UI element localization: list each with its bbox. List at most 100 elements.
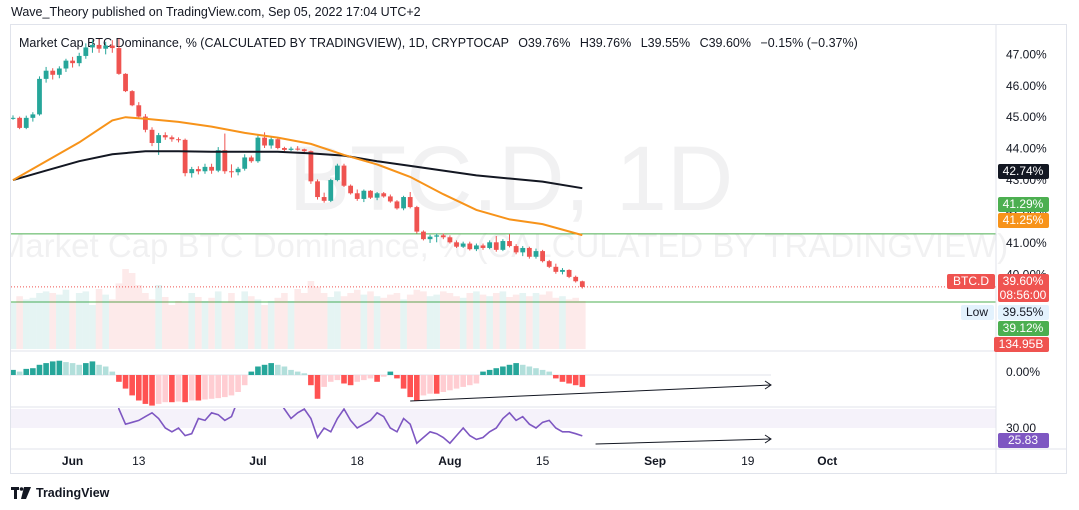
volume-bar-75 xyxy=(506,297,513,349)
ohlc-close: C39.60% xyxy=(700,36,751,50)
histogram-bar-68 xyxy=(460,375,466,387)
histogram-bar-79 xyxy=(533,368,539,375)
candle-32 xyxy=(222,150,228,172)
histogram-bar-7 xyxy=(56,360,63,375)
histogram-bar-15 xyxy=(109,371,116,375)
candle-50 xyxy=(341,165,347,186)
candle-10 xyxy=(76,55,82,64)
ohlc-open: O39.76% xyxy=(518,36,570,50)
volume-bar-21 xyxy=(148,299,156,349)
volume-bar-65 xyxy=(440,291,447,349)
candle-70 xyxy=(474,245,479,250)
candle-22 xyxy=(156,135,162,143)
candle-34 xyxy=(235,168,241,173)
tradingview-footer[interactable]: TradingView xyxy=(11,486,109,500)
candle-27 xyxy=(189,169,195,174)
histogram-bar-56 xyxy=(380,375,387,377)
volume-bar-86 xyxy=(579,301,586,349)
volume-bar-38 xyxy=(261,305,268,349)
volume-bar-73 xyxy=(492,293,500,349)
histogram-bar-13 xyxy=(96,364,102,375)
volume-bar-34 xyxy=(234,301,242,349)
volume-bar-0 xyxy=(9,302,17,349)
lower-line-tag-text: 39.12% xyxy=(1003,321,1044,335)
volume-bar-23 xyxy=(161,297,169,349)
histogram-bar-19 xyxy=(135,375,142,401)
volume-bar-18 xyxy=(128,273,136,349)
candle-37 xyxy=(255,137,261,162)
histogram-bar-6 xyxy=(49,361,56,375)
price-tick-2: 45.00% xyxy=(1006,110,1047,124)
volume-bar-52 xyxy=(353,289,361,349)
volume-bar-5 xyxy=(42,291,50,349)
candle-61 xyxy=(414,207,420,232)
time-axis[interactable]: Jun 13 Jul 18 Aug 15 Sep 19 Oct xyxy=(62,454,837,468)
volume-bar-74 xyxy=(499,291,507,349)
histogram-bar-34 xyxy=(235,375,241,392)
publisher-line: Wave_Theory published on TradingView.com… xyxy=(11,5,421,19)
histogram-bar-57 xyxy=(387,371,394,375)
volume-bar-80 xyxy=(539,294,546,349)
histogram-bar-60 xyxy=(407,375,413,398)
rsi-pane xyxy=(11,408,996,445)
candle-15 xyxy=(109,45,115,49)
candle-17 xyxy=(123,73,128,92)
price-tick-1: 46.00% xyxy=(1006,79,1047,93)
symbol-tag[interactable]: BTC.D xyxy=(947,274,995,289)
histogram-bar-20 xyxy=(142,375,149,404)
candle-44 xyxy=(301,149,307,152)
histogram-bar-64 xyxy=(433,375,440,394)
symbol-legend[interactable]: Market Cap BTC Dominance, % (CALCULATED … xyxy=(19,36,858,50)
volume-bar-85 xyxy=(572,297,579,349)
last-price-tag: 39.60% 08:56:00 xyxy=(998,274,1049,302)
volume-bar-26 xyxy=(181,302,189,349)
histogram-bar-39 xyxy=(268,363,274,375)
symbol-name: Market Cap BTC Dominance, % (CALCULATED … xyxy=(19,36,509,50)
candle-74 xyxy=(500,241,506,250)
histogram-bar-66 xyxy=(447,375,453,391)
volume-bar-76 xyxy=(512,294,520,349)
histogram-bar-83 xyxy=(559,375,566,382)
time-tick-8: Oct xyxy=(817,454,837,468)
lower-line-tag: 39.12% xyxy=(998,321,1049,336)
volume-bar-70 xyxy=(473,291,480,349)
volume-bar-27 xyxy=(188,293,196,349)
histogram-bar-51 xyxy=(347,375,354,386)
histogram-bar-75 xyxy=(506,364,513,375)
histogram-bar-43 xyxy=(294,371,301,375)
candle-73 xyxy=(493,242,499,250)
upper-line-tag-text: 41.29% xyxy=(1003,197,1044,211)
candle-57 xyxy=(387,196,393,202)
candle-84 xyxy=(566,269,572,277)
histogram-bar-30 xyxy=(208,375,215,399)
volume-bar-6 xyxy=(49,293,57,349)
volume-bar-35 xyxy=(241,291,248,349)
sma50-tag: 41.25% xyxy=(998,213,1049,228)
candle-86 xyxy=(579,281,585,287)
histogram-bar-61 xyxy=(414,375,420,401)
volume-tag-text: 134.95B xyxy=(999,337,1044,351)
volume-bar-36 xyxy=(248,296,255,349)
last-price-tag-text: 39.60% xyxy=(1003,274,1044,288)
volume-bar-83 xyxy=(559,296,566,349)
candle-19 xyxy=(136,105,142,117)
candle-6 xyxy=(50,70,56,75)
candle-23 xyxy=(162,135,168,138)
candle-46 xyxy=(315,181,320,198)
candle-68 xyxy=(460,243,466,247)
price-tick-6: 41.00% xyxy=(1006,236,1047,250)
candle-35 xyxy=(242,157,248,169)
histogram-bar-0 xyxy=(10,369,16,375)
volume-bar-11 xyxy=(82,291,90,349)
candle-56 xyxy=(381,193,387,197)
volume-bar-28 xyxy=(195,297,202,349)
histogram-bar-24 xyxy=(169,375,175,403)
volume-bar-79 xyxy=(532,293,540,349)
candle-38 xyxy=(262,137,267,146)
rsi-line xyxy=(117,408,583,445)
volume-bar-14 xyxy=(102,294,109,349)
chart-svg[interactable]: BTC.D, 1D Market Cap BTC Dominance, % (C… xyxy=(0,25,1066,473)
candle-58 xyxy=(394,201,400,209)
candle-48 xyxy=(328,180,334,201)
histogram-bar-77 xyxy=(519,364,526,375)
